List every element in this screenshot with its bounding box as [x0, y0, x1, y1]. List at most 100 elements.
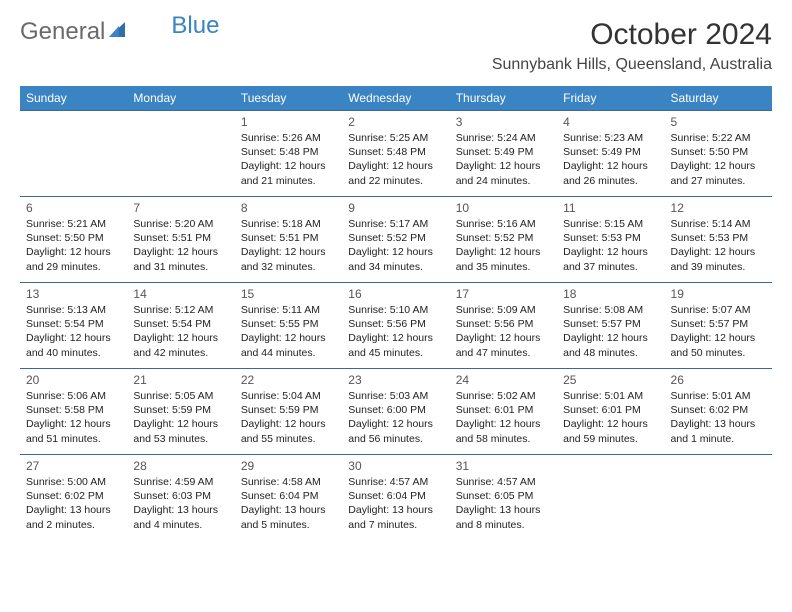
- calendar-cell: 30 Sunrise: 4:57 AMSunset: 6:04 PMDayligh…: [342, 455, 449, 541]
- day-number: 9: [348, 201, 443, 215]
- daylight-text: Daylight: 13 hours and 8 minutes.: [456, 503, 551, 531]
- sunset-text: Sunset: 5:53 PM: [671, 231, 766, 245]
- calendar-table: Sunday Monday Tuesday Wednesday Thursday…: [20, 86, 772, 541]
- sunrise-text: Sunrise: 5:10 AM: [348, 303, 443, 317]
- calendar-cell: [127, 111, 234, 197]
- daylight-text: Daylight: 12 hours and 48 minutes.: [563, 331, 658, 359]
- sunrise-text: Sunrise: 5:21 AM: [26, 217, 121, 231]
- logo: General Blue: [20, 18, 219, 46]
- calendar-cell: 27Sunrise: 5:00 AMSunset: 6:02 PMDayligh…: [20, 455, 127, 541]
- sunset-text: Sunset: 5:54 PM: [133, 317, 228, 331]
- calendar-cell: 29 Sunrise: 4:58 AMSunset: 6:04 PMDayligh…: [235, 455, 342, 541]
- page-header: General Blue October 2024 Sunnybank Hill…: [20, 18, 772, 74]
- sunrise-text: Sunrise: 5:17 AM: [348, 217, 443, 231]
- col-wednesday: Wednesday: [342, 86, 449, 111]
- day-number: 19: [671, 287, 766, 301]
- day-number: 29: [241, 459, 336, 473]
- day-info: Sunrise: 5:09 AMSunset: 5:56 PMDaylight:…: [456, 303, 551, 360]
- day-info: Sunrise: 5:04 AMSunset: 5:59 PMDaylight:…: [241, 389, 336, 446]
- calendar-cell: 15Sunrise: 5:11 AMSunset: 5:55 PMDayligh…: [235, 283, 342, 369]
- sunrise-text: Sunrise: 5:23 AM: [563, 131, 658, 145]
- sunrise-text: Sunrise: 5:26 AM: [241, 131, 336, 145]
- day-number: 28: [133, 459, 228, 473]
- day-info: Sunrise: 5:10 AMSunset: 5:56 PMDaylight:…: [348, 303, 443, 360]
- col-friday: Friday: [557, 86, 664, 111]
- sunrise-text: Sunrise: 5:03 AM: [348, 389, 443, 403]
- calendar-week-row: 27Sunrise: 5:00 AMSunset: 6:02 PMDayligh…: [20, 455, 772, 541]
- sunrise-text: Sunrise: 5:08 AM: [563, 303, 658, 317]
- sunrise-text: Sunrise: 5:07 AM: [671, 303, 766, 317]
- day-number: 12: [671, 201, 766, 215]
- day-number: 18: [563, 287, 658, 301]
- sunrise-text: Sunrise: 5:12 AM: [133, 303, 228, 317]
- day-info: Sunrise: 5:26 AMSunset: 5:48 PMDaylight:…: [241, 131, 336, 188]
- day-info: Sunrise: 5:00 AMSunset: 6:02 PMDaylight:…: [26, 475, 121, 532]
- daylight-text: Daylight: 12 hours and 29 minutes.: [26, 245, 121, 273]
- calendar-cell: 14Sunrise: 5:12 AMSunset: 5:54 PMDayligh…: [127, 283, 234, 369]
- daylight-text: Daylight: 12 hours and 42 minutes.: [133, 331, 228, 359]
- daylight-text: Daylight: 12 hours and 27 minutes.: [671, 159, 766, 187]
- calendar-cell: 25Sunrise: 5:01 AMSunset: 6:01 PMDayligh…: [557, 369, 664, 455]
- sunset-text: Sunset: 6:05 PM: [456, 489, 551, 503]
- day-info: Sunrise: 5:01 AMSunset: 6:01 PMDaylight:…: [563, 389, 658, 446]
- sunrise-text: Sunrise: 4:58 AM: [241, 475, 336, 489]
- sunset-text: Sunset: 6:04 PM: [241, 489, 336, 503]
- location-subtitle: Sunnybank Hills, Queensland, Australia: [492, 56, 772, 74]
- day-info: Sunrise: 5:22 AMSunset: 5:50 PMDaylight:…: [671, 131, 766, 188]
- sunset-text: Sunset: 5:57 PM: [563, 317, 658, 331]
- col-monday: Monday: [127, 86, 234, 111]
- sunset-text: Sunset: 5:54 PM: [26, 317, 121, 331]
- calendar-cell: 21Sunrise: 5:05 AMSunset: 5:59 PMDayligh…: [127, 369, 234, 455]
- sunrise-text: Sunrise: 5:20 AM: [133, 217, 228, 231]
- daylight-text: Daylight: 13 hours and 4 minutes.: [133, 503, 228, 531]
- calendar-header-row: Sunday Monday Tuesday Wednesday Thursday…: [20, 86, 772, 111]
- day-info: Sunrise: 5:06 AMSunset: 5:58 PMDaylight:…: [26, 389, 121, 446]
- day-info: Sunrise: 4:57 AMSunset: 6:04 PMDaylight:…: [348, 475, 443, 532]
- calendar-cell: 9Sunrise: 5:17 AMSunset: 5:52 PMDaylight…: [342, 197, 449, 283]
- sunset-text: Sunset: 5:51 PM: [241, 231, 336, 245]
- daylight-text: Daylight: 12 hours and 21 minutes.: [241, 159, 336, 187]
- logo-sail-icon: [107, 19, 129, 46]
- sunset-text: Sunset: 5:59 PM: [133, 403, 228, 417]
- day-number: 17: [456, 287, 551, 301]
- daylight-text: Daylight: 12 hours and 59 minutes.: [563, 417, 658, 445]
- day-info: Sunrise: 5:20 AMSunset: 5:51 PMDaylight:…: [133, 217, 228, 274]
- sunset-text: Sunset: 5:52 PM: [456, 231, 551, 245]
- day-info: Sunrise: 4:58 AMSunset: 6:04 PMDaylight:…: [241, 475, 336, 532]
- sunset-text: Sunset: 5:50 PM: [671, 145, 766, 159]
- calendar-cell: 5 Sunrise: 5:22 AMSunset: 5:50 PMDaylight…: [665, 111, 772, 197]
- col-saturday: Saturday: [665, 86, 772, 111]
- sunset-text: Sunset: 6:01 PM: [563, 403, 658, 417]
- sunrise-text: Sunrise: 4:59 AM: [133, 475, 228, 489]
- calendar-cell: 6Sunrise: 5:21 AMSunset: 5:50 PMDaylight…: [20, 197, 127, 283]
- daylight-text: Daylight: 12 hours and 47 minutes.: [456, 331, 551, 359]
- sunrise-text: Sunrise: 4:57 AM: [456, 475, 551, 489]
- calendar-cell: 7Sunrise: 5:20 AMSunset: 5:51 PMDaylight…: [127, 197, 234, 283]
- calendar-cell: 3Sunrise: 5:24 AMSunset: 5:49 PMDaylight…: [450, 111, 557, 197]
- day-number: 4: [563, 115, 658, 129]
- sunrise-text: Sunrise: 5:14 AM: [671, 217, 766, 231]
- daylight-text: Daylight: 12 hours and 37 minutes.: [563, 245, 658, 273]
- day-number: 3: [456, 115, 551, 129]
- day-number: 8: [241, 201, 336, 215]
- day-number: 5: [671, 115, 766, 129]
- daylight-text: Daylight: 12 hours and 22 minutes.: [348, 159, 443, 187]
- col-thursday: Thursday: [450, 86, 557, 111]
- day-number: 1: [241, 115, 336, 129]
- day-number: 30: [348, 459, 443, 473]
- daylight-text: Daylight: 12 hours and 50 minutes.: [671, 331, 766, 359]
- day-number: 16: [348, 287, 443, 301]
- daylight-text: Daylight: 12 hours and 31 minutes.: [133, 245, 228, 273]
- sunset-text: Sunset: 5:51 PM: [133, 231, 228, 245]
- sunset-text: Sunset: 5:52 PM: [348, 231, 443, 245]
- day-number: 20: [26, 373, 121, 387]
- calendar-week-row: 6Sunrise: 5:21 AMSunset: 5:50 PMDaylight…: [20, 197, 772, 283]
- calendar-cell: 23Sunrise: 5:03 AMSunset: 6:00 PMDayligh…: [342, 369, 449, 455]
- day-info: Sunrise: 5:21 AMSunset: 5:50 PMDaylight:…: [26, 217, 121, 274]
- sunrise-text: Sunrise: 5:09 AM: [456, 303, 551, 317]
- sunrise-text: Sunrise: 5:06 AM: [26, 389, 121, 403]
- col-tuesday: Tuesday: [235, 86, 342, 111]
- calendar-cell: 1 Sunrise: 5:26 AMSunset: 5:48 PMDaylight…: [235, 111, 342, 197]
- sunset-text: Sunset: 5:48 PM: [241, 145, 336, 159]
- calendar-cell: 31Sunrise: 4:57 AMSunset: 6:05 PMDayligh…: [450, 455, 557, 541]
